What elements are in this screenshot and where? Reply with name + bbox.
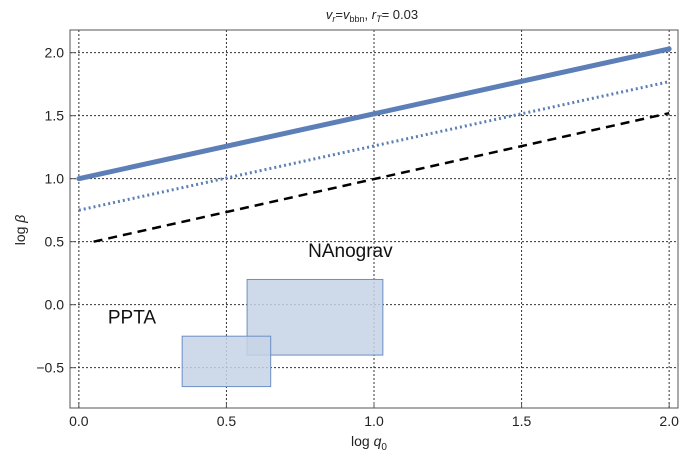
title-r2: r: [372, 7, 377, 22]
y-tick-label: 2.0: [45, 45, 65, 61]
title-bbn-sub: bbn: [349, 14, 364, 24]
region-ppta: [181, 335, 272, 388]
title-T-sub: T: [376, 14, 383, 24]
x-tick-label: 2.0: [659, 413, 679, 429]
series: [76, 46, 672, 243]
ylabel-main: log: [12, 223, 28, 246]
x-tick-label: 1.0: [364, 413, 384, 429]
x-tick-label: 1.5: [512, 413, 532, 429]
title-rest: = 0.03: [382, 7, 419, 22]
ticks: 0.0 0.5 1.0 1.5 2.0 −0.5 0.0 0.5 1.0 1.5 2.0: [36, 45, 679, 429]
x-tick-label: 0.0: [69, 413, 89, 429]
x-tick-label: 0.5: [217, 413, 237, 429]
title-v: v: [326, 7, 334, 22]
ylabel-var: β: [12, 215, 28, 224]
region-labels: NAnograv PPTA: [108, 241, 393, 329]
xlabel-main: log: [351, 433, 374, 449]
title-r-sub: r: [332, 14, 336, 24]
title-v2: v: [343, 7, 351, 22]
y-tick-label: 0.5: [45, 234, 65, 250]
xlabel-sub: 0: [381, 442, 387, 453]
xlabel-var: q: [374, 433, 382, 449]
x-axis-label: log q0: [351, 433, 387, 453]
title-comma: ,: [365, 7, 372, 22]
regions: [181, 278, 384, 388]
region-label-ppta: PPTA: [108, 308, 157, 329]
y-tick-label: 1.5: [45, 108, 65, 124]
chart-title: vr=vbbn, rT= 0.03: [326, 7, 418, 24]
y-axis-label: log β: [12, 215, 28, 246]
title-eq: =: [335, 7, 343, 22]
y-tick-label: −0.5: [36, 360, 64, 376]
y-tick-label: 1.0: [45, 171, 65, 187]
series-line-dashed: [93, 111, 670, 243]
region-label-nanograv: NAnograv: [308, 241, 393, 262]
series-line-solid: [76, 46, 672, 182]
y-tick-label: 0.0: [45, 297, 65, 313]
series-line-dotted: [78, 80, 670, 212]
